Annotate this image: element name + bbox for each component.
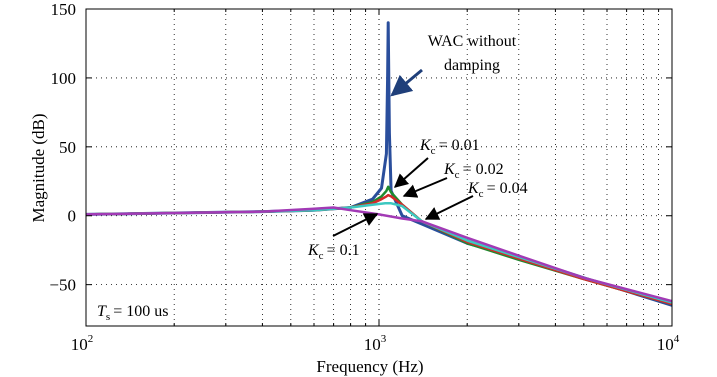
annotation-ts-label: Ts = 100 us: [97, 303, 168, 323]
annotation-wac: WAC without damping: [390, 33, 517, 97]
annotation-wac-arrow: [390, 68, 423, 97]
y-tick-label: 50: [59, 138, 76, 157]
x-tick-label: 104: [657, 333, 680, 354]
series-line-kc01: [86, 206, 672, 303]
x-tick-label: 103: [364, 333, 387, 354]
y-tick-label: 150: [51, 0, 77, 19]
annotation-kc002: Kc = 0.02: [402, 161, 504, 198]
annotation-wac-line2: damping: [444, 57, 500, 74]
y-tick-label: 100: [51, 69, 77, 88]
annotation-kc01-arrow: [332, 213, 379, 237]
x-tick-label: 102: [71, 333, 94, 354]
annotation-kc001: Kc = 0.01: [393, 137, 480, 188]
x-axis-label: Frequency (Hz): [316, 357, 423, 376]
y-axis-label: Magnitude (dB): [29, 113, 48, 222]
annotation-wac-line1: WAC without: [428, 33, 517, 50]
y-tick-label: 0: [68, 207, 77, 226]
annotation-kc01-label: Kc = 0.1: [307, 242, 360, 262]
annotation-kc002-arrow: [402, 177, 448, 198]
annotation-kc01: Kc = 0.1: [307, 213, 379, 262]
annotation-kc002-label: Kc = 0.02: [443, 161, 504, 181]
ticks: 150 100 50 0 −50 102 103 104: [49, 0, 679, 354]
annotation-kc004-arrow: [424, 195, 474, 220]
annotation-kc001-label: Kc = 0.01: [419, 137, 480, 157]
annotation-kc001-arrow: [393, 157, 429, 188]
y-tick-label: −50: [49, 276, 76, 295]
series-line-kc004: [86, 202, 672, 304]
series-group: [86, 21, 672, 307]
annotation-kc004: Kc = 0.04: [424, 180, 528, 220]
annotation-kc004-label: Kc = 0.04: [467, 180, 528, 200]
annotation-ts: Ts = 100 us: [97, 303, 168, 323]
